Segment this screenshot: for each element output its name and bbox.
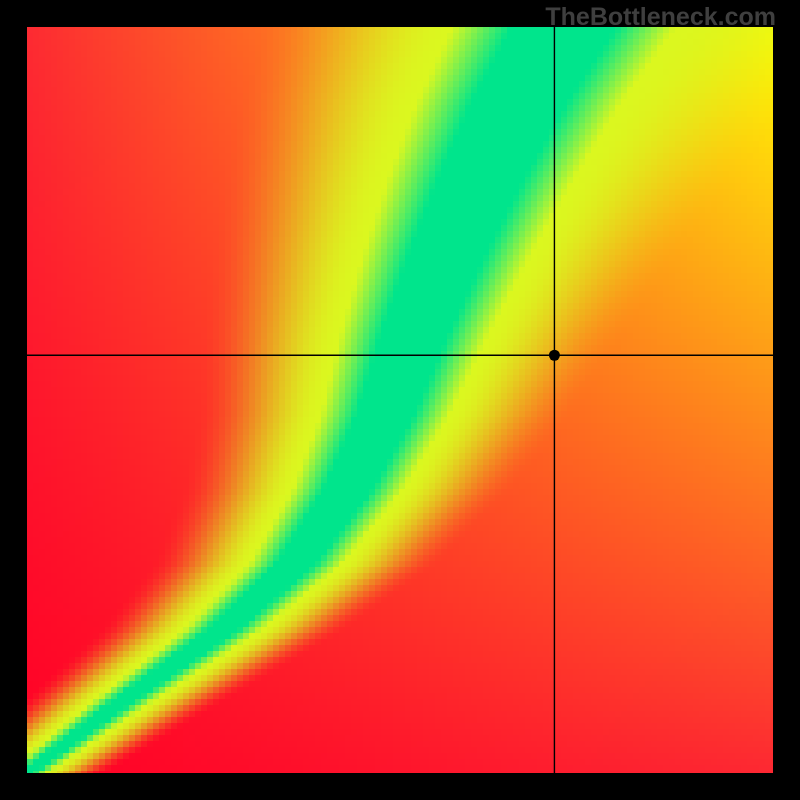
watermark-label: TheBottleneck.com [545, 3, 776, 32]
heatmap-canvas [0, 0, 800, 800]
chart-container: TheBottleneck.com [0, 0, 800, 800]
